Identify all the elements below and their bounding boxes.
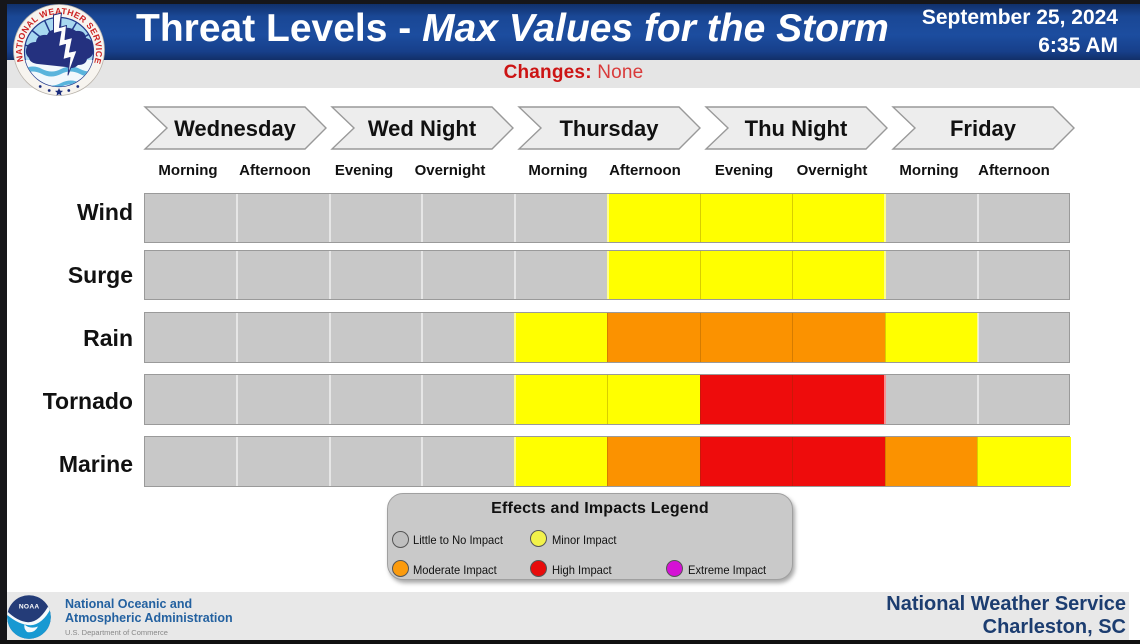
svg-text:NOAA: NOAA <box>19 603 40 610</box>
